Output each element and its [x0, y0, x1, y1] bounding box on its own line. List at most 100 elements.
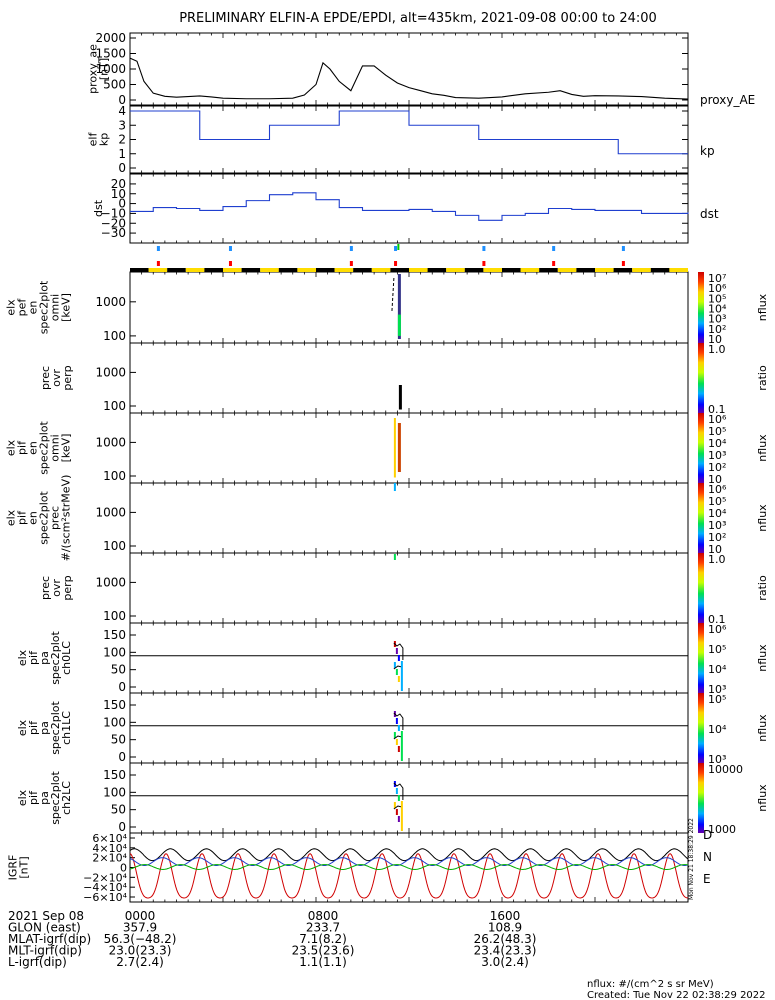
orbit-segment — [390, 268, 409, 272]
colorbar-tick-label: 0.1 — [708, 403, 726, 416]
y-tick-label: 1000 — [95, 295, 126, 309]
spectrogram-burst — [397, 655, 400, 661]
colorbar-tick-label: 1.0 — [708, 343, 726, 356]
spectrogram-burst — [395, 648, 398, 654]
orbit-tick-blue — [482, 246, 486, 251]
panel-prec_ovr_perp_2: 1000 100 1.0 0.1 ratio — [95, 552, 769, 626]
y-tick-label: 2 — [118, 133, 126, 147]
elx_pif_pa_ch0LC-ylabel-line: spec2plot — [49, 631, 62, 685]
orbit-segment — [223, 268, 242, 272]
colorbar — [698, 553, 704, 623]
table-cell: 2.7(2.4) — [116, 955, 164, 969]
kp-series-line — [130, 110, 688, 155]
table-cell: 23.4(23.3) — [474, 944, 537, 958]
elx_pif_en_spec2plot_omni-ylabel-line: omni — [49, 434, 62, 461]
proxy_ae-ylabel-line: proxy_ae — [87, 44, 100, 94]
y-tick-label: 100 — [103, 399, 126, 413]
orbit-segment — [241, 268, 261, 272]
colorbar-tick-label: 0.1 — [708, 613, 726, 626]
igrf-legend-N: N — [703, 850, 712, 864]
y-tick-label: 0 — [118, 161, 126, 175]
spectrogram-burst — [395, 718, 398, 724]
table-cell: 1600 — [490, 909, 521, 923]
orbit-tick-blue — [156, 246, 160, 251]
orbit-tick-red — [621, 261, 625, 266]
y-tick-label: 6×10⁴ — [92, 832, 127, 845]
colorbar-label: nflux — [756, 434, 769, 462]
colorbar-label-text: ratio — [756, 365, 769, 391]
orbit-segment — [483, 268, 502, 272]
y-tick-label: 100 — [103, 715, 126, 729]
table-cell: GLON (east) — [8, 921, 81, 935]
elx_pif_pa_ch2LC-ylabel-line: spec2plot — [49, 771, 62, 825]
elx_pif_en_spec2plot_prec-ylabel-line: pif — [16, 510, 29, 525]
colorbar-tick-label: 10² — [708, 531, 726, 544]
colorbar — [698, 693, 704, 763]
panel-frame — [129, 622, 689, 694]
table-cell: 7.1(8.2) — [299, 932, 347, 946]
table-cell: 357.9 — [123, 921, 157, 935]
table-cell: 26.2(48.3) — [474, 932, 537, 946]
spectrogram-trace — [393, 642, 404, 670]
proxy_ae-ylabel: proxy_ae[nT] — [87, 44, 111, 94]
orbit-segment — [669, 268, 688, 272]
colorbar-tick-label: 10⁶ — [708, 623, 727, 636]
orbit-segment — [446, 268, 465, 272]
elx_pif_pa_ch0LC-ylabel-line: elx — [16, 649, 29, 666]
footer-units: nflux: #/(cm^2 s sr MeV) — [587, 979, 714, 990]
elx_pif_pa_ch1LC-ylabel-line: spec2plot — [49, 701, 62, 755]
colorbar — [698, 413, 704, 483]
orbit-segment — [204, 268, 223, 272]
colorbar-label-text: nflux — [756, 504, 769, 532]
igrf-ylabel-line: [nT] — [18, 856, 31, 878]
colorbar-tick-label: 10⁵ — [708, 693, 726, 706]
colorbar-label: nflux — [756, 504, 769, 532]
elx_pif_en_spec2plot_prec-ylabel-line: en — [27, 511, 40, 525]
colorbar-tick-label: 10⁴ — [708, 507, 727, 520]
spectrogram-burst — [393, 732, 396, 738]
table-cell: 233.7 — [306, 921, 340, 935]
panel-frame — [129, 412, 689, 484]
elx_pif_pa_ch2LC-ylabel-line: ch2LC — [60, 781, 73, 815]
elx_pef_en_spec2plot_omni-ylabel-line: spec2plot — [38, 280, 51, 334]
elx_pef_en_spec2plot_omni-ylabel-line: pef — [16, 298, 29, 317]
colorbar-tick-label: 10 — [708, 543, 722, 556]
footer-created: Created: Tue Nov 22 02:38:29 2022 — [587, 990, 766, 1000]
elx_pif_pa_ch1LC-ylabel-line: pa — [38, 721, 51, 735]
elx_pef_en_spec2plot_omni-ylabel-line: omni — [49, 294, 62, 321]
spectrogram-burst — [397, 676, 400, 682]
orbit-segment — [130, 268, 149, 272]
y-tick-label: 0 — [118, 197, 126, 211]
y-tick-label: 20 — [111, 177, 126, 191]
orbit-tick-blue — [552, 246, 556, 251]
spectrogram-burst — [393, 418, 396, 478]
spectrogram-burst — [398, 385, 402, 410]
elx_pif_en_spec2plot_prec-ylabel-line: spec2plot — [38, 491, 51, 545]
y-tick-label: 3 — [118, 118, 126, 132]
panel-frame — [129, 482, 689, 554]
y-tick-label: −20 — [101, 216, 126, 230]
spectrogram-burst — [395, 809, 398, 815]
y-tick-label: 100 — [103, 329, 126, 343]
elx_pif_en_spec2plot_prec-ylabel-line: #/(scm²strMeV) — [60, 475, 73, 562]
y-tick-label: 150 — [103, 768, 126, 782]
spectrogram-burst — [393, 662, 396, 668]
y-tick-label: 50 — [111, 733, 126, 747]
colorbar-tick-label: 10⁴ — [708, 437, 727, 450]
elx_pif_en_spec2plot_prec-ylabel-line: prec — [49, 506, 62, 530]
table-cell: 108.9 — [488, 921, 522, 935]
orbit-tick-red — [349, 261, 353, 266]
y-tick-label: 100 — [103, 469, 126, 483]
colorbar-label: ratio — [756, 365, 769, 391]
colorbar-tick-label: 10⁵ — [708, 495, 726, 508]
spectrogram-burst — [393, 802, 396, 808]
panel-frame — [129, 692, 689, 764]
spectrogram-burst — [397, 725, 400, 731]
y-tick-label: 4 — [118, 104, 126, 118]
